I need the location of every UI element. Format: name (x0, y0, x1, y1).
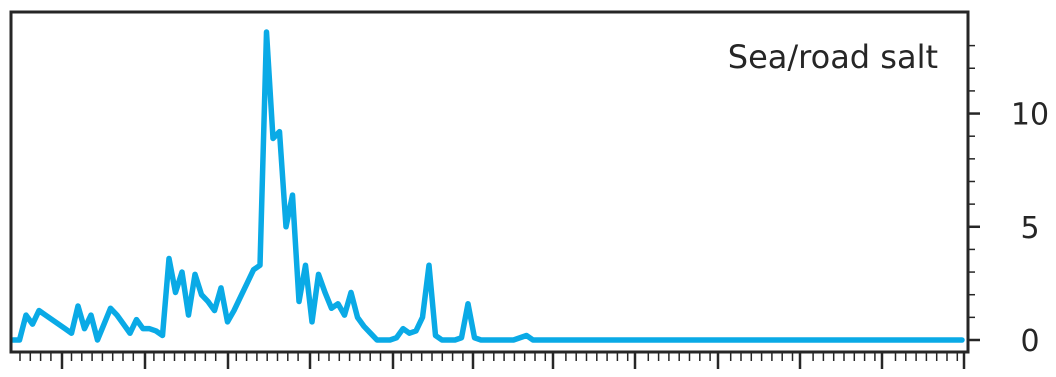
series-line (10, 29, 965, 343)
y-tick-label: 10 (1011, 98, 1049, 133)
plot-border (9, 10, 970, 354)
plot-frame (9, 10, 970, 354)
y-tick-label: 0 (1020, 324, 1039, 359)
series-layer (10, 29, 965, 343)
x-axis-ticks (19, 352, 966, 369)
y-axis-ticks: 0 5 10 (968, 44, 1049, 359)
chart-annotation: Sea/road salt (728, 38, 938, 76)
y-tick-label: 5 (1020, 211, 1039, 246)
